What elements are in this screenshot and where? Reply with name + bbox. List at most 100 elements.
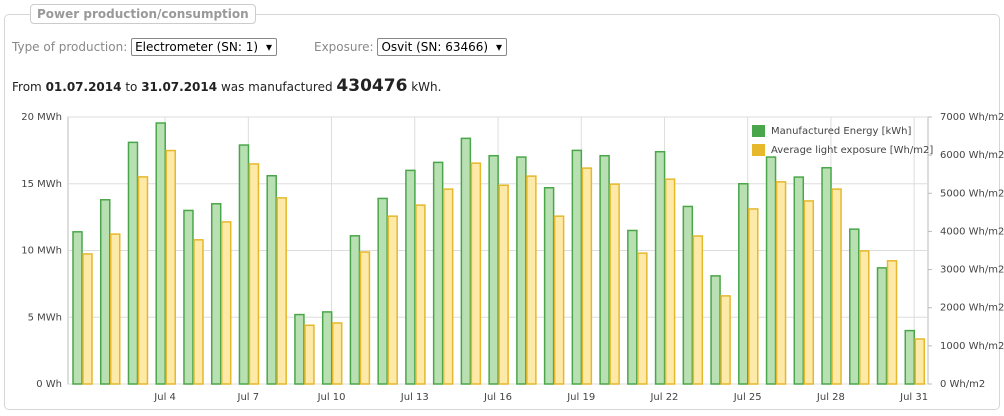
bar — [442, 188, 454, 385]
bar — [876, 267, 888, 385]
y2-tick-label: 7000 Wh/m2 — [940, 112, 1004, 123]
legend-swatch — [752, 144, 765, 156]
bar — [193, 239, 204, 385]
exposure-select[interactable]: Osvit (SN: 63466) — [377, 38, 508, 56]
bar — [821, 166, 832, 385]
bar — [775, 181, 787, 385]
bar — [183, 209, 194, 385]
bar — [627, 229, 638, 385]
bar — [886, 260, 898, 385]
bar — [748, 208, 759, 385]
bar — [432, 161, 444, 385]
y-tick-label: 10 MWh — [21, 246, 62, 257]
x-tick-label: Jul 7 — [237, 392, 260, 403]
y2-tick-label: 3000 Wh/m2 — [940, 265, 1004, 276]
bar — [831, 188, 842, 385]
bar — [498, 184, 509, 385]
legend-label: Average light exposure [Wh/m2] — [771, 145, 933, 156]
exposure-filter: Exposure: Osvit (SN: 63466) — [314, 38, 508, 56]
bar — [377, 197, 388, 385]
filter-label: Exposure: — [314, 40, 374, 54]
bar — [109, 233, 121, 385]
bar — [127, 141, 139, 385]
x-tick-label: Jul 10 — [317, 392, 346, 403]
summary-text: From — [12, 80, 42, 94]
bar — [516, 156, 527, 385]
bar — [904, 329, 916, 385]
bar — [82, 253, 93, 385]
bar — [460, 137, 472, 385]
bar — [581, 167, 593, 385]
bar — [738, 183, 749, 385]
filter-label: Type of production: — [12, 40, 128, 54]
bar — [387, 215, 398, 385]
legend-label: Manufactured Energy [kWh] — [771, 126, 912, 137]
total: 430476 — [336, 76, 408, 96]
y-tick-label: 0 Wh — [36, 379, 62, 390]
y2-tick-label: 6000 Wh/m2 — [940, 150, 1004, 161]
panel-frame — [4, 14, 1000, 410]
bar — [571, 149, 583, 385]
bar — [470, 162, 482, 385]
y-tick-label: 15 MWh — [21, 179, 62, 190]
bar — [331, 322, 343, 385]
bar — [654, 150, 666, 385]
y-tick-label: 5 MWh — [28, 312, 62, 323]
x-tick-label: Jul 4 — [153, 392, 176, 403]
start-date: 01.07.2014 — [45, 80, 122, 94]
y2-tick-label: 5000 Wh/m2 — [940, 188, 1004, 199]
end-date: 31.07.2014 — [141, 80, 218, 94]
bar — [266, 174, 277, 385]
bar — [210, 203, 222, 385]
bar — [99, 199, 111, 385]
x-tick-label: Jul 13 — [400, 392, 429, 403]
x-tick-label: Jul 16 — [483, 392, 512, 403]
bar — [692, 235, 704, 385]
bar — [859, 250, 870, 385]
bar — [543, 187, 555, 385]
bar — [664, 178, 676, 385]
bar — [599, 154, 610, 385]
x-tick-label: Jul 31 — [899, 392, 928, 403]
bar — [165, 149, 176, 385]
production-select[interactable]: Electrometer (SN: 1) — [131, 38, 278, 56]
panel-title: Power production/consumption — [30, 4, 256, 24]
bar — [849, 228, 860, 385]
production-filter: Type of production: Electrometer (SN: 1) — [12, 38, 278, 56]
bar — [682, 205, 694, 385]
bar — [359, 251, 371, 385]
y-tick-label: 20 MWh — [21, 112, 62, 123]
unit: kWh. — [411, 80, 442, 94]
bar — [553, 215, 565, 385]
bar — [526, 175, 537, 385]
bar — [637, 252, 648, 385]
y2-tick-label: 4000 Wh/m2 — [940, 226, 1004, 237]
summary: From 01.07.2014 to 31.07.2014 was manufa… — [12, 76, 441, 96]
y2-tick-label: 0 Wh/m2 — [940, 379, 985, 390]
bar — [349, 235, 361, 385]
bar — [294, 313, 305, 385]
bar — [488, 154, 499, 385]
bar — [793, 176, 805, 385]
bar — [155, 122, 166, 385]
summary-text: was manufactured — [220, 80, 333, 94]
x-tick-label: Jul 25 — [733, 392, 762, 403]
legend-swatch — [752, 125, 765, 137]
bar — [765, 156, 777, 385]
bar — [137, 176, 149, 385]
bar — [720, 295, 731, 385]
y2-tick-label: 2000 Wh/m2 — [940, 303, 1004, 314]
bar — [914, 338, 926, 385]
bar — [248, 163, 260, 385]
bar — [415, 204, 426, 385]
bar — [304, 324, 315, 385]
x-tick-label: Jul 19 — [566, 392, 595, 403]
bar — [72, 231, 83, 385]
bar — [710, 275, 721, 385]
bar — [238, 144, 250, 385]
bar — [220, 221, 232, 385]
summary-text: to — [125, 80, 138, 94]
y2-tick-label: 1000 Wh/m2 — [940, 341, 1004, 352]
